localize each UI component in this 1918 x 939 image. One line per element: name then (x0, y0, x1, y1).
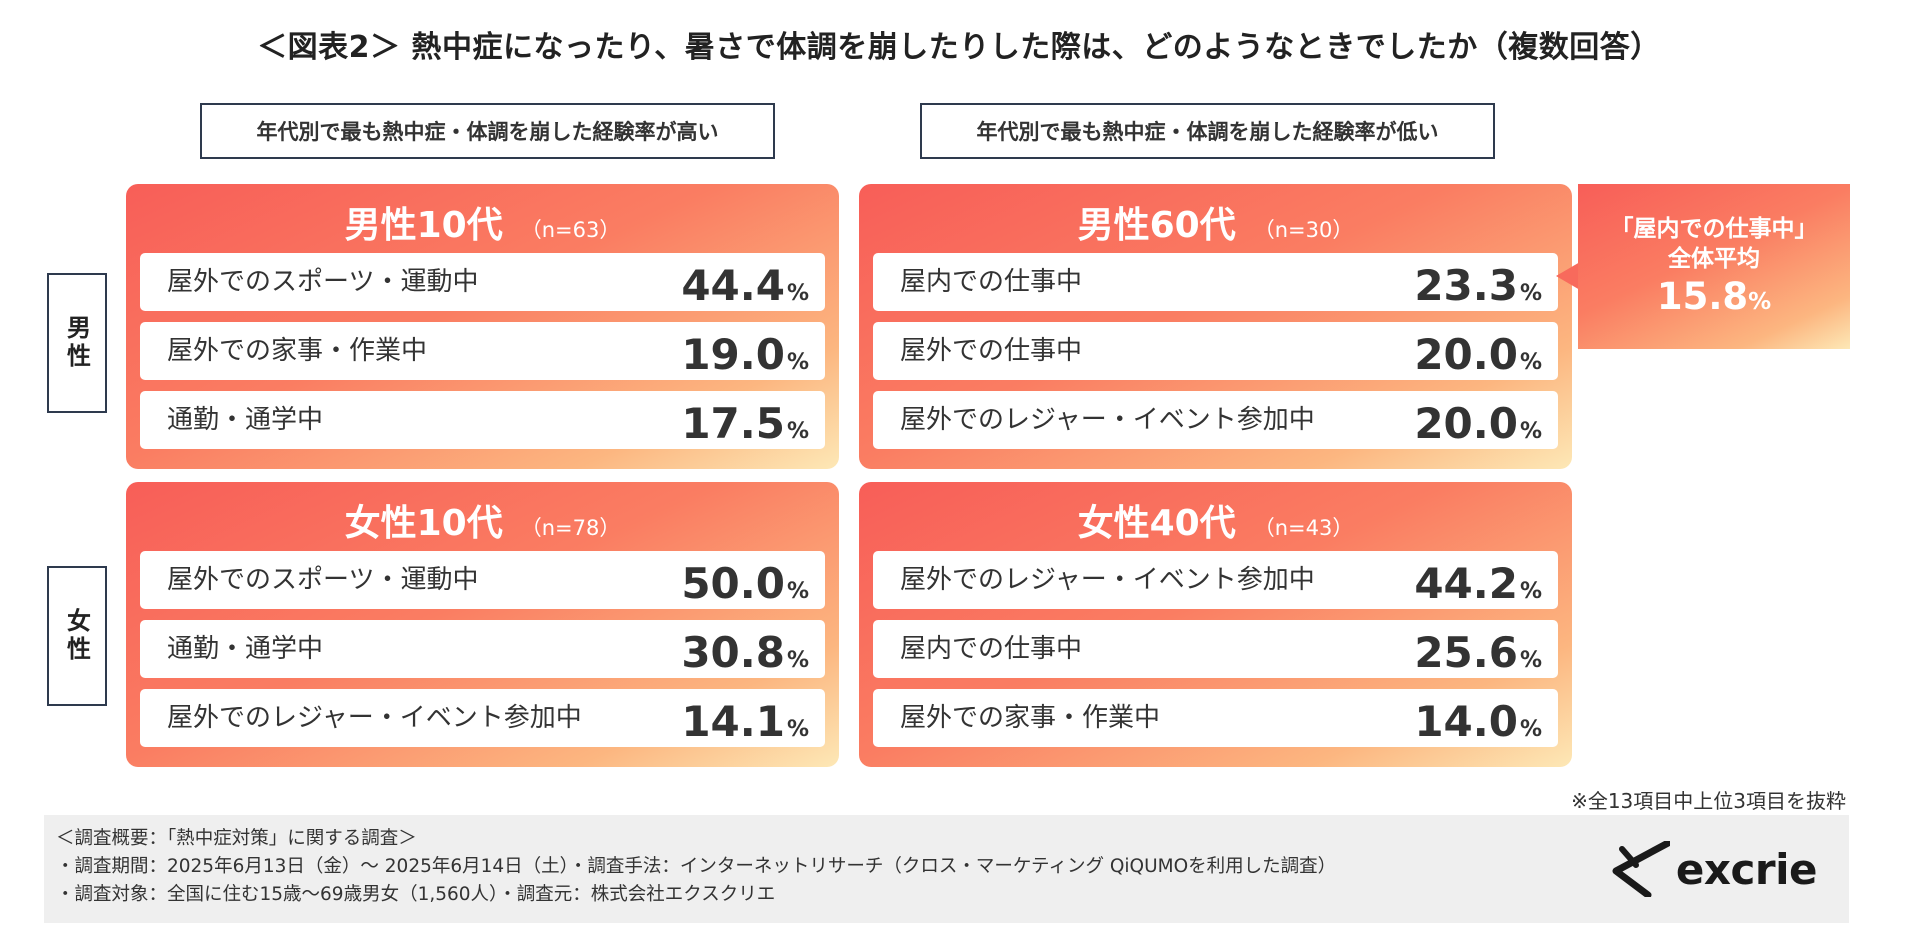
item-value: 14.1% (681, 699, 809, 753)
data-row: 屋外でのレジャー・イベント参加中 44.2% (873, 551, 1558, 609)
item-label: 屋外でのレジャー・イベント参加中 (900, 565, 1315, 595)
item-label: 屋外での家事・作業中 (900, 703, 1161, 733)
value-number: 17.5 (681, 399, 785, 448)
survey-overview: ＜調査概要：「熱中症対策」に関する調査＞ ・調査期間：2025年6月13日（金）… (44, 815, 1849, 923)
excrie-logo: excrie (1608, 839, 1818, 899)
value-unit: % (786, 281, 809, 306)
panel-label: 女性40代 (1077, 503, 1236, 544)
data-row: 屋外でのレジャー・イベント参加中 14.1% (140, 689, 825, 747)
callout-pointer (1556, 262, 1580, 290)
panel-n: （n=63） (520, 218, 621, 242)
value-unit: % (786, 579, 809, 604)
panel-header: 男性10代 （n=63） (126, 196, 839, 246)
value-unit: % (786, 350, 809, 375)
callout-value: 15.8% (1578, 274, 1850, 325)
value-unit: % (786, 648, 809, 673)
item-label: 屋内での仕事中 (900, 634, 1083, 664)
panel-header: 女性10代 （n=78） (126, 494, 839, 544)
value-number: 20.0 (1414, 330, 1518, 379)
item-value: 17.5% (681, 401, 809, 455)
value-number: 50.0 (681, 559, 785, 608)
item-label: 通勤・通学中 (167, 405, 324, 435)
value-unit: % (1519, 579, 1542, 604)
item-value: 44.4% (681, 263, 809, 317)
item-value: 50.0% (681, 561, 809, 615)
panel-n: （n=30） (1253, 218, 1354, 242)
value-number: 44.2 (1414, 559, 1518, 608)
item-label: 通勤・通学中 (167, 634, 324, 664)
data-row: 屋外での家事・作業中 19.0% (140, 322, 825, 380)
data-row: 屋内での仕事中 23.3% (873, 253, 1558, 311)
callout-unit: % (1748, 289, 1772, 315)
panel-n: （n=43） (1253, 516, 1354, 540)
value-unit: % (786, 717, 809, 742)
data-row: 屋外での仕事中 20.0% (873, 322, 1558, 380)
item-value: 30.8% (681, 630, 809, 684)
footnote: ※全13項目中上位3項目を抜粋 (1571, 789, 1846, 813)
panel-female-40s: 女性40代 （n=43） 屋外でのレジャー・イベント参加中 44.2% 屋内での… (859, 482, 1572, 767)
item-value: 20.0% (1414, 332, 1542, 386)
value-unit: % (1519, 419, 1542, 444)
item-value: 19.0% (681, 332, 809, 386)
item-label: 屋外でのレジャー・イベント参加中 (900, 405, 1315, 435)
data-row: 通勤・通学中 17.5% (140, 391, 825, 449)
item-label: 屋外でのスポーツ・運動中 (167, 565, 479, 595)
panel-label: 男性60代 (1077, 205, 1236, 246)
data-row: 屋外でのレジャー・イベント参加中 20.0% (873, 391, 1558, 449)
value-unit: % (1519, 717, 1542, 742)
value-number: 23.3 (1414, 261, 1518, 310)
side-label-female: 女性 (47, 566, 107, 706)
data-row: 屋外でのスポーツ・運動中 50.0% (140, 551, 825, 609)
value-unit: % (786, 419, 809, 444)
value-number: 25.6 (1414, 628, 1518, 677)
column-header-high: 年代別で最も熱中症・体調を崩した経験率が高い (200, 103, 775, 159)
panel-female-10s: 女性10代 （n=78） 屋外でのスポーツ・運動中 50.0% 通勤・通学中 3… (126, 482, 839, 767)
excrie-mark-icon (1612, 841, 1670, 897)
panel-male-60s: 男性60代 （n=30） 屋内での仕事中 23.3% 屋外での仕事中 20.0%… (859, 184, 1572, 469)
item-value: 44.2% (1414, 561, 1542, 615)
value-unit: % (1519, 648, 1542, 673)
value-number: 14.0 (1414, 697, 1518, 746)
value-number: 30.8 (681, 628, 785, 677)
item-label: 屋外での家事・作業中 (167, 336, 428, 366)
value-unit: % (1519, 281, 1542, 306)
survey-target: ・調査対象：全国に住む15歳～69歳男女（1,560人）・調査元：株式会社エクス… (56, 884, 776, 905)
side-label-male: 男性 (47, 273, 107, 413)
value-number: 19.0 (681, 330, 785, 379)
panel-label: 男性10代 (344, 205, 503, 246)
item-value: 25.6% (1414, 630, 1542, 684)
value-number: 44.4 (681, 261, 785, 310)
item-value: 23.3% (1414, 263, 1542, 317)
panel-label: 女性10代 (344, 503, 503, 544)
average-callout: 「屋内での仕事中」 全体平均 15.8% (1578, 184, 1850, 349)
callout-number: 15.8 (1656, 275, 1749, 318)
survey-period: ・調査期間：2025年6月13日（金）～ 2025年6月14日（土）・調査手法：… (56, 856, 1337, 877)
data-row: 屋外でのスポーツ・運動中 44.4% (140, 253, 825, 311)
callout-subtitle: 全体平均 (1668, 246, 1760, 272)
item-label: 屋外での仕事中 (900, 336, 1083, 366)
data-row: 屋外での家事・作業中 14.0% (873, 689, 1558, 747)
item-label: 屋内での仕事中 (900, 267, 1083, 297)
item-label: 屋外でのスポーツ・運動中 (167, 267, 479, 297)
column-header-low: 年代別で最も熱中症・体調を崩した経験率が低い (920, 103, 1495, 159)
panel-header: 女性40代 （n=43） (859, 494, 1572, 544)
data-row: 屋内での仕事中 25.6% (873, 620, 1558, 678)
survey-title: ＜調査概要：「熱中症対策」に関する調査＞ (56, 828, 417, 849)
item-value: 20.0% (1414, 401, 1542, 455)
panel-header: 男性60代 （n=30） (859, 196, 1572, 246)
item-label: 屋外でのレジャー・イベント参加中 (167, 703, 582, 733)
value-number: 14.1 (681, 697, 785, 746)
value-number: 20.0 (1414, 399, 1518, 448)
item-value: 14.0% (1414, 699, 1542, 753)
panel-n: （n=78） (520, 516, 621, 540)
value-unit: % (1519, 350, 1542, 375)
callout-title: 「屋内での仕事中」 (1610, 216, 1818, 242)
chart-title: ＜図表2＞ 熱中症になったり、暑さで体調を崩したりした際は、どのようなときでした… (257, 30, 1661, 65)
logo-text: excrie (1675, 844, 1818, 894)
panel-male-10s: 男性10代 （n=63） 屋外でのスポーツ・運動中 44.4% 屋外での家事・作… (126, 184, 839, 469)
data-row: 通勤・通学中 30.8% (140, 620, 825, 678)
